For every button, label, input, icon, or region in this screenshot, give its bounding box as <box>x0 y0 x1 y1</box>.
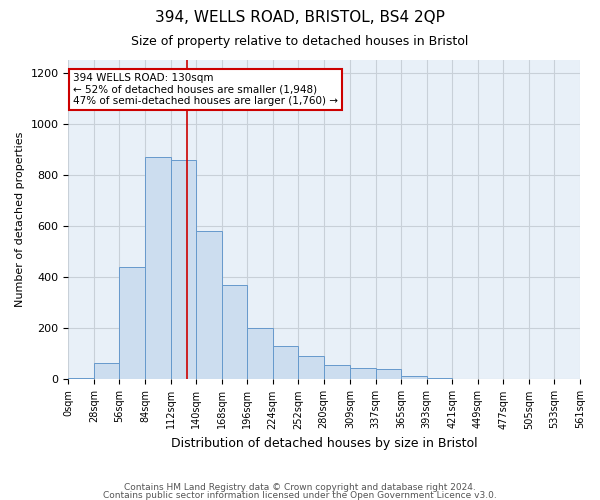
Bar <box>119 267 145 380</box>
Bar <box>221 285 247 380</box>
Text: 394, WELLS ROAD, BRISTOL, BS4 2QP: 394, WELLS ROAD, BRISTOL, BS4 2QP <box>155 10 445 25</box>
Bar <box>145 157 170 380</box>
Bar <box>478 378 503 380</box>
Text: Contains HM Land Registry data © Crown copyright and database right 2024.: Contains HM Land Registry data © Crown c… <box>124 484 476 492</box>
Y-axis label: Number of detached properties: Number of detached properties <box>15 132 25 308</box>
Bar <box>68 378 94 380</box>
Bar <box>298 356 324 380</box>
Text: Size of property relative to detached houses in Bristol: Size of property relative to detached ho… <box>131 35 469 48</box>
Text: 394 WELLS ROAD: 130sqm
← 52% of detached houses are smaller (1,948)
47% of semi-: 394 WELLS ROAD: 130sqm ← 52% of detached… <box>73 73 338 106</box>
Bar <box>94 363 119 380</box>
Bar <box>324 366 350 380</box>
Text: Contains public sector information licensed under the Open Government Licence v3: Contains public sector information licen… <box>103 490 497 500</box>
Bar <box>452 378 478 380</box>
X-axis label: Distribution of detached houses by size in Bristol: Distribution of detached houses by size … <box>171 437 478 450</box>
Bar <box>272 346 298 380</box>
Bar <box>427 378 452 380</box>
Bar <box>170 160 196 380</box>
Bar <box>401 376 427 380</box>
Bar <box>554 379 580 380</box>
Bar <box>503 379 529 380</box>
Bar <box>376 369 401 380</box>
Bar <box>350 368 376 380</box>
Bar <box>247 328 272 380</box>
Bar <box>529 379 554 380</box>
Bar <box>196 231 221 380</box>
